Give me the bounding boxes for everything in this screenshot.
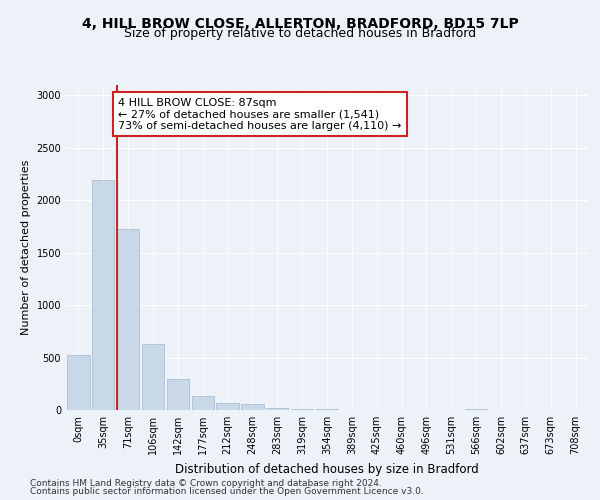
Bar: [117, 228, 139, 410]
Bar: [92, 180, 115, 410]
Text: Size of property relative to detached houses in Bradford: Size of property relative to detached ho…: [124, 28, 476, 40]
Bar: [67, 356, 89, 410]
Bar: [191, 396, 214, 410]
Text: Contains HM Land Registry data © Crown copyright and database right 2024.: Contains HM Land Registry data © Crown c…: [30, 478, 382, 488]
Y-axis label: Number of detached properties: Number of detached properties: [21, 160, 31, 335]
Bar: [167, 379, 189, 410]
Bar: [217, 402, 239, 410]
Text: Contains public sector information licensed under the Open Government Licence v3: Contains public sector information licen…: [30, 487, 424, 496]
Text: 4 HILL BROW CLOSE: 87sqm
← 27% of detached houses are smaller (1,541)
73% of sem: 4 HILL BROW CLOSE: 87sqm ← 27% of detach…: [118, 98, 401, 131]
Bar: [266, 408, 289, 410]
X-axis label: Distribution of detached houses by size in Bradford: Distribution of detached houses by size …: [175, 462, 479, 475]
Text: 4, HILL BROW CLOSE, ALLERTON, BRADFORD, BD15 7LP: 4, HILL BROW CLOSE, ALLERTON, BRADFORD, …: [82, 18, 518, 32]
Bar: [241, 404, 263, 410]
Bar: [142, 344, 164, 410]
